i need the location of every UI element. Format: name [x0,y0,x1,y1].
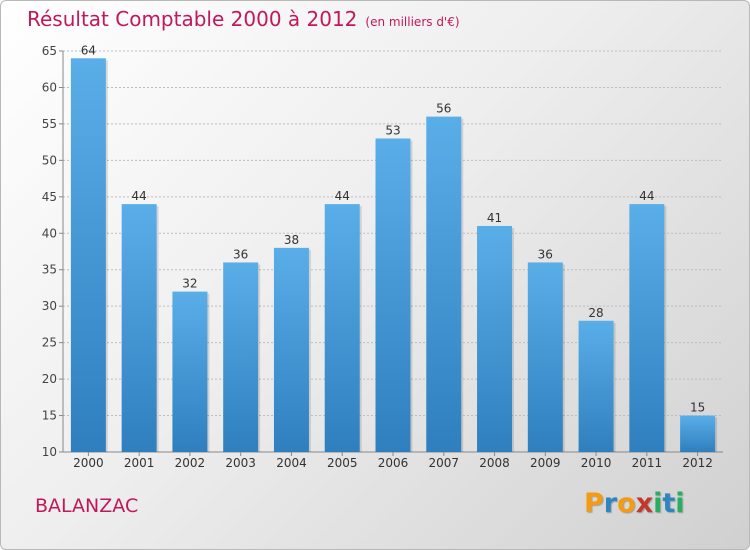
chart-title: Résultat Comptable 2000 à 2012 (en millie… [27,7,460,31]
x-tick-label: 2002 [175,456,206,470]
data-label: 44 [132,189,147,203]
x-tick-label: 2010 [581,456,612,470]
bar [375,138,411,452]
x-tick-label: 2009 [530,456,561,470]
y-tick-label: 20 [42,372,57,386]
y-tick-label: 10 [42,445,57,459]
logo-letter: i [675,488,685,519]
bar [324,204,360,452]
x-tick-label: 2008 [479,456,510,470]
bar [578,320,614,452]
data-label: 41 [487,211,502,225]
x-tick-label: 2005 [327,456,358,470]
bar [121,204,157,452]
bar [426,116,462,453]
data-label: 44 [639,189,654,203]
data-label: 64 [81,43,96,57]
x-tick-label: 2000 [73,456,104,470]
y-tick-label: 50 [42,153,57,167]
bar [629,204,665,452]
x-tick-label: 2006 [378,456,409,470]
bar [70,58,106,453]
y-tick-label: 30 [42,299,57,313]
data-label: 44 [335,189,350,203]
x-tick-label: 2004 [276,456,307,470]
logo-letter: o [617,488,636,519]
bar [223,262,259,452]
data-label: 56 [436,102,451,116]
y-tick-label: 25 [42,336,57,350]
data-label: 36 [538,247,553,261]
x-tick-label: 2001 [124,456,155,470]
data-label: 53 [385,123,400,137]
y-tick-label: 15 [42,409,57,423]
logo-letter: P [584,488,604,519]
data-label: 32 [182,277,197,291]
y-tick-label: 35 [42,263,57,277]
bar [527,262,563,452]
data-label: 38 [284,233,299,247]
y-tick-label: 40 [42,226,57,240]
bar [477,225,513,452]
chart-title-text: Résultat Comptable 2000 à 2012 [27,7,358,31]
y-tick-label: 45 [42,190,57,204]
logo-letter: r [603,488,618,519]
commune-name: BALANZAC [35,495,139,517]
bar [273,247,309,452]
logo-letter: i [653,488,663,519]
data-label: 15 [690,401,705,415]
data-label: 36 [233,247,248,261]
bar [680,415,716,452]
bar [172,291,208,452]
x-tick-label: 2011 [632,456,663,470]
proxiti-logo: Proxiti [584,488,685,519]
logo-letter: x [635,488,654,519]
data-label: 28 [588,306,603,320]
x-tick-label: 2007 [428,456,459,470]
x-tick-label: 2003 [225,456,256,470]
logo-letter: t [662,488,676,519]
y-tick-label: 55 [42,117,57,131]
chart-subtitle: (en milliers d'€) [365,15,460,29]
y-tick-label: 60 [42,80,57,94]
y-tick-label: 65 [42,44,57,58]
x-tick-label: 2012 [682,456,713,470]
